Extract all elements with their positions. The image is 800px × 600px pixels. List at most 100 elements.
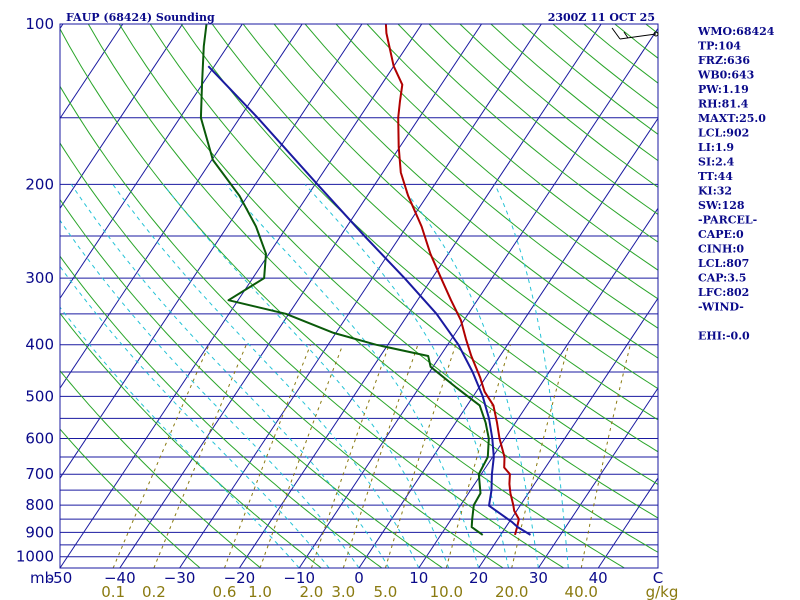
index-line: LI:1.9 <box>698 141 734 154</box>
index-line: CAPE:0 <box>698 228 744 241</box>
pressure-tick-label: 600 <box>25 430 54 448</box>
dry-adiabat-line <box>366 24 658 271</box>
mixing-ratio-tick-label: 20.0 <box>495 583 528 600</box>
chart-subtitle: 2300Z 11 OCT 25 <box>548 11 655 24</box>
index-line: LFC:802 <box>698 286 749 299</box>
dry-adiabat-line <box>583 24 658 84</box>
temperature-tick-label: 0 <box>354 569 364 587</box>
moist-adiabat-line <box>225 184 480 568</box>
index-line: -PARCEL- <box>698 214 757 227</box>
mixing-ratio-line <box>580 344 631 568</box>
pressure-tick-label: 1000 <box>16 548 54 566</box>
moist-adiabat-line <box>112 184 420 568</box>
pressure-tick-label: 900 <box>25 523 54 541</box>
isotherm-line <box>537 387 658 568</box>
moist-adiabat-line <box>60 265 330 568</box>
mixing-ratio-tick-label: 0.6 <box>213 583 237 600</box>
index-line: CAP:3.5 <box>698 272 746 285</box>
mixing-ratio-tick-label: 0.2 <box>142 583 166 600</box>
temperature-unit-label: C <box>653 569 663 587</box>
dry-adiabat-line <box>87 24 658 553</box>
index-line: EHI:-0.0 <box>698 330 750 343</box>
mixing-ratio-line <box>153 344 247 568</box>
isotherm-line <box>60 24 243 300</box>
index-line: FRZ:636 <box>698 54 750 67</box>
dry-adiabat-line <box>273 24 658 359</box>
dewpoint-line <box>199 24 490 536</box>
mixing-ratio-unit-label: g/kg <box>646 583 679 600</box>
mixing-ratio-tick-label: 10.0 <box>430 583 463 600</box>
index-line: CINH:0 <box>698 243 744 256</box>
index-line: WB0:643 <box>697 69 754 82</box>
dry-adiabat-line <box>180 24 658 453</box>
temperature-tick-label: −10 <box>283 569 315 587</box>
wind-barb-flag <box>623 31 629 39</box>
pressure-tick-label: 400 <box>25 336 54 354</box>
moist-adiabat-line <box>60 306 300 568</box>
pressure-tick-label: 300 <box>25 269 54 287</box>
index-line: SI:2.4 <box>698 156 735 169</box>
isotherm-line <box>60 24 124 120</box>
isotherm-line <box>60 24 423 568</box>
isotherm-line <box>119 24 482 568</box>
dry-adiabat-line <box>60 370 261 568</box>
temperature-tick-label: −30 <box>164 569 196 587</box>
index-line: RH:81.4 <box>698 98 749 111</box>
moist-adiabat-line <box>304 184 509 568</box>
index-line: TT:44 <box>698 170 733 183</box>
dry-adiabat-line <box>242 24 658 390</box>
temperature-tick-label: 40 <box>589 569 608 587</box>
index-line: SW:128 <box>698 199 745 212</box>
moist-adiabat-line <box>399 184 539 568</box>
isotherm-line <box>179 24 542 568</box>
dry-adiabat-line <box>60 312 322 568</box>
dry-adiabat-line <box>552 24 658 110</box>
wind-barb-shaft <box>619 33 657 40</box>
temperature-tick-label: -50 <box>48 569 73 587</box>
pressure-tick-label: 800 <box>25 496 54 514</box>
isotherm-line <box>60 24 303 390</box>
index-line: TP:104 <box>698 40 741 53</box>
isotherm-line <box>60 24 64 30</box>
mixing-ratio-line <box>384 344 457 568</box>
pressure-tick-label: 700 <box>25 465 54 483</box>
dry-adiabat-line <box>211 24 658 421</box>
wind-barb-station <box>653 31 659 37</box>
temperature-tick-label: −40 <box>104 569 136 587</box>
dry-adiabat-line <box>60 142 504 568</box>
dry-adiabat-line <box>521 24 658 135</box>
mixing-ratio-tick-label: 3.0 <box>331 583 355 600</box>
dry-adiabat-line <box>149 24 658 486</box>
index-line: WMO:68424 <box>697 25 775 38</box>
index-line: LCL:807 <box>698 257 749 270</box>
dry-adiabat-line <box>118 24 658 519</box>
parcel-line <box>207 65 532 536</box>
isotherm-line <box>478 297 658 568</box>
temperature-tick-label: 10 <box>409 569 428 587</box>
dry-adiabat-line <box>60 428 201 568</box>
moist-adiabat-line <box>60 219 360 568</box>
index-line: LCL:902 <box>698 127 749 140</box>
mixing-ratio-line <box>224 344 311 568</box>
mixing-ratio-line <box>259 344 344 568</box>
pressure-unit-label: mb <box>30 569 54 587</box>
index-line: MAXT:25.0 <box>698 112 766 125</box>
dry-adiabat-line <box>304 24 658 329</box>
dry-adiabat-line <box>335 24 658 300</box>
wind-barb-flag <box>611 27 621 40</box>
dry-adiabat-line <box>490 24 658 162</box>
moist-adiabat-line <box>70 184 390 568</box>
index-line: PW:1.19 <box>698 83 749 96</box>
dry-adiabat-line <box>60 27 625 568</box>
isotherm-line <box>358 117 658 568</box>
mixing-ratio-line <box>112 344 210 568</box>
dry-adiabat-line <box>60 255 383 568</box>
mixing-ratio-tick-label: 5.0 <box>373 583 397 600</box>
pressure-tick-label: 500 <box>25 387 54 405</box>
mixing-ratio-tick-label: 1.0 <box>248 583 272 600</box>
mixing-ratio-line <box>310 344 390 568</box>
index-line: KI:32 <box>698 185 732 198</box>
mixing-ratio-tick-label: 0.1 <box>101 583 125 600</box>
